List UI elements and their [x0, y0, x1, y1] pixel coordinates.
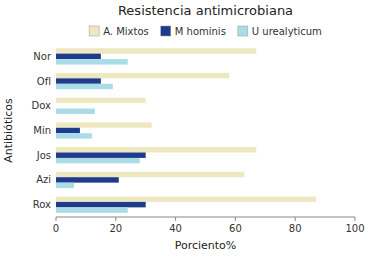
x-tick	[175, 217, 176, 221]
y-tick-label: Dox	[32, 100, 52, 111]
bar	[56, 196, 316, 201]
legend-swatch	[238, 26, 248, 36]
bar	[56, 207, 128, 212]
x-tick-label: 80	[289, 223, 302, 234]
x-tick-label: 0	[53, 223, 59, 234]
bar	[56, 158, 140, 163]
bars	[56, 48, 316, 213]
y-tick-label: Ofl	[37, 76, 51, 87]
bar	[56, 109, 95, 114]
x-axis-label: Porciento%	[175, 239, 237, 252]
x-tick	[56, 217, 57, 221]
y-tick-label: Min	[33, 125, 51, 136]
legend-label: A. Mixtos	[103, 26, 149, 37]
x-tick-label: 40	[169, 223, 182, 234]
x-tick-label: 100	[345, 223, 364, 234]
y-tick-label: Rox	[33, 199, 51, 210]
y-tick-label: Azi	[36, 174, 51, 185]
bar	[56, 54, 101, 59]
bar	[56, 78, 101, 83]
bar	[56, 128, 80, 133]
legend: A. Mixtos M hominis U urealyticum	[89, 26, 322, 37]
x-tick	[355, 217, 356, 221]
legend-label: M hominis	[175, 26, 226, 37]
x-tick	[235, 217, 236, 221]
x-axis-line	[56, 217, 355, 218]
x-tick	[115, 217, 116, 221]
bar	[56, 172, 244, 177]
bar	[56, 133, 92, 138]
bar	[56, 202, 146, 207]
bar	[56, 177, 119, 182]
bar	[56, 152, 146, 157]
y-axis-label: Antibióticos	[2, 98, 15, 163]
bar	[56, 122, 152, 127]
x-tick-label: 20	[109, 223, 122, 234]
bar	[56, 147, 256, 152]
legend-label: U urealyticum	[252, 26, 322, 37]
bar	[56, 73, 229, 78]
x-tick-label: 60	[229, 223, 242, 234]
chart: Resistencia antimicrobiana 0 20 40 60 80 100 Ro…	[0, 0, 369, 257]
bar	[56, 98, 146, 103]
legend-swatch	[161, 26, 171, 36]
bar	[56, 59, 128, 64]
bar	[56, 48, 256, 53]
y-tick-label: Nor	[33, 51, 52, 62]
title: Resistencia antimicrobiana	[118, 3, 293, 18]
bar	[56, 103, 57, 108]
bar	[56, 84, 113, 89]
y-tick-label: Jos	[36, 150, 51, 161]
chart-container: Resistencia antimicrobiana 0 20 40 60 80 100 Ro…	[0, 0, 369, 257]
bar	[56, 183, 74, 188]
x-tick	[295, 217, 296, 221]
legend-swatch	[89, 26, 99, 36]
